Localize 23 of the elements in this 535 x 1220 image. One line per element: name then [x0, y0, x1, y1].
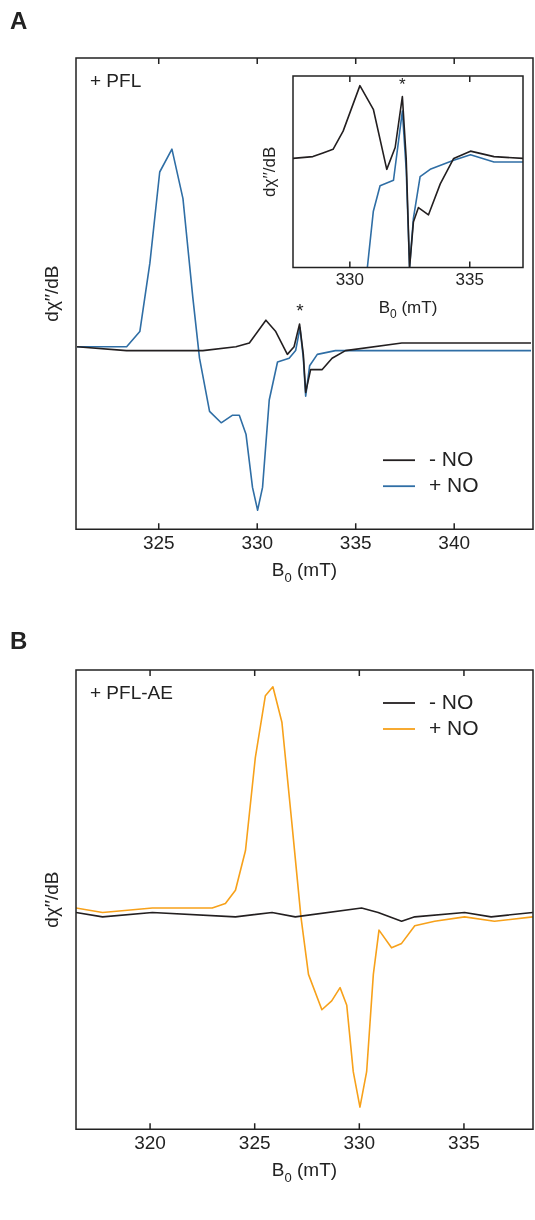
chart-title: A — [10, 6, 28, 34]
y-axis-title: dχ′′/dB — [41, 871, 62, 928]
text: + PFL — [90, 69, 142, 91]
annotation: * — [399, 74, 407, 94]
x-tick-label: 320 — [134, 1131, 166, 1153]
x-tick-label: 340 — [438, 531, 471, 553]
x-tick-label: 325 — [142, 531, 175, 553]
legend-label: + NO — [429, 473, 479, 496]
annotation: * — [296, 299, 305, 321]
x-tick-label: 325 — [238, 1131, 271, 1153]
annotation: + PFL-AE — [90, 681, 173, 703]
legend-label: + NO — [429, 715, 479, 739]
x-tick-label: 335 — [455, 270, 484, 290]
legend-label: - NO — [429, 689, 474, 713]
chart-title: B — [10, 626, 28, 654]
legend-label: - NO — [429, 447, 474, 470]
y-axis-title: dχ′′/dB — [41, 265, 62, 322]
x-tick-label: 330 — [241, 531, 274, 553]
x-tick-label: 330 — [335, 270, 365, 290]
x-tick-label: 335 — [339, 531, 372, 553]
x-tick-label: 335 — [448, 1131, 480, 1153]
x-tick-label: 330 — [343, 1131, 376, 1153]
y-axis-title: dχ′′/dB — [260, 146, 279, 197]
